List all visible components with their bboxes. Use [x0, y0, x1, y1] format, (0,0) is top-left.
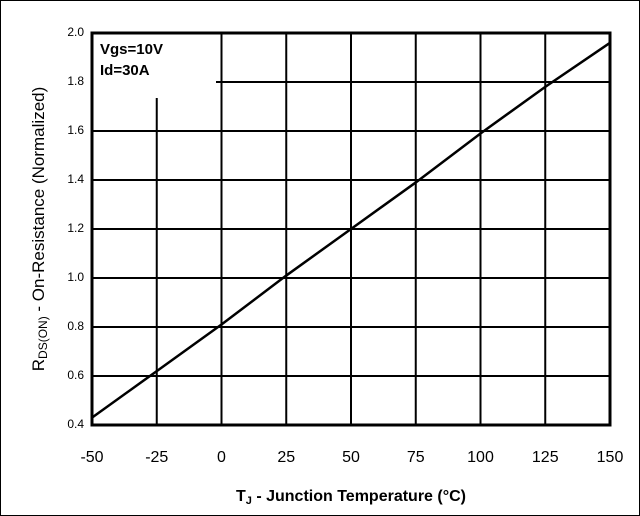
- y-tick-label: 1.4: [67, 172, 84, 186]
- x-axis-title-sub: J: [246, 495, 252, 507]
- x-tick-label: 125: [532, 449, 559, 466]
- y-tick-label: 1.6: [67, 123, 84, 137]
- x-axis-title: TJ - Junction Temperature (°C): [236, 488, 466, 507]
- y-tick-label: 1.8: [67, 74, 84, 88]
- y-tick-label: 0.6: [67, 368, 84, 382]
- x-tick-label: 100: [467, 449, 494, 466]
- x-tick-label: 0: [217, 449, 226, 466]
- y-tick-label: 0.4: [67, 417, 84, 431]
- y-axis-title: RDS(ON) - On-Resistance (Normalized): [29, 87, 50, 372]
- x-axis-title-main: T: [236, 488, 246, 505]
- x-tick-label: 75: [407, 449, 425, 466]
- x-tick-label: -50: [80, 449, 103, 466]
- y-axis-title-rest: - On-Resistance (Normalized): [29, 87, 48, 317]
- x-tick-label: 25: [277, 449, 295, 466]
- annotation-box: [93, 34, 216, 98]
- x-tick-label: 150: [597, 449, 624, 466]
- y-tick-label: 2.0: [67, 25, 84, 39]
- y-tick-label: 0.8: [67, 319, 84, 333]
- x-tick-label: 50: [342, 449, 360, 466]
- marks: [90, 31, 612, 427]
- y-axis-title-sub: DS(ON): [36, 316, 50, 359]
- y-axis-title-main: R: [29, 359, 48, 371]
- annotation: Id=30A: [100, 62, 150, 79]
- x-tick-label: -25: [145, 449, 168, 466]
- y-tick-label: 1.2: [67, 221, 84, 235]
- x-axis-title-rest: - Junction Temperature (°C): [252, 488, 466, 505]
- annotation: Vgs=10V: [100, 41, 163, 58]
- y-tick-label: 1.0: [67, 270, 84, 284]
- labels: 0.4 0.6 0.8 1.0 1.2 1.4 1.6 1.8 2.0 -50 -25 0 25 50 75…: [29, 25, 623, 507]
- line-series: [91, 41, 611, 419]
- plot-border: [90, 31, 612, 427]
